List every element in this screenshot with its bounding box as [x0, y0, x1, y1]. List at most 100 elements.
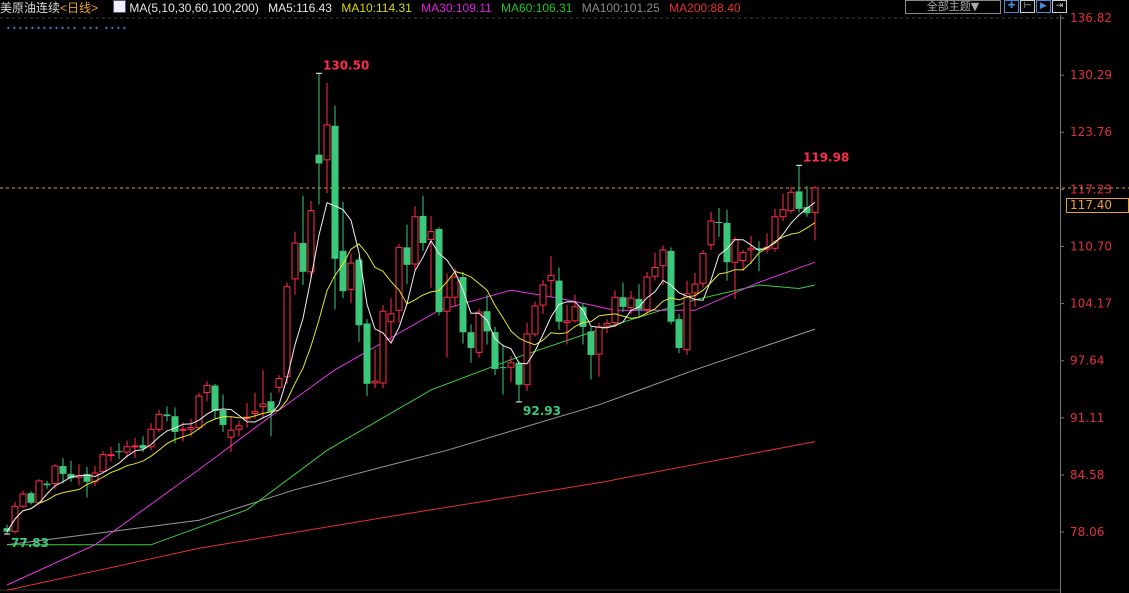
- candle-body-up: [187, 427, 195, 430]
- ma5-line: [6, 201, 816, 532]
- candle-body-up: [307, 210, 315, 273]
- ma10-value: MA10:114.31: [341, 1, 412, 15]
- candle-body-down: [515, 362, 523, 385]
- candle-body-up: [771, 216, 779, 249]
- candle-body-down: [491, 332, 499, 369]
- y-tick-label: 78.06: [1070, 525, 1104, 539]
- y-tick-label: 104.17: [1070, 297, 1112, 311]
- candle-body-up: [451, 276, 459, 298]
- candle-body-down: [219, 410, 227, 425]
- exit-icon[interactable]: ⇥: [1052, 0, 1067, 13]
- ma200-value: MA200:88.40: [669, 1, 741, 15]
- y-tick-label: 91.11: [1070, 411, 1104, 425]
- candle-body-down: [27, 493, 35, 503]
- candle-body-up: [643, 276, 651, 310]
- ma60-line: [7, 284, 816, 546]
- candle-body-up: [739, 252, 747, 261]
- candle-body-down: [115, 451, 123, 453]
- candle-body-up: [147, 428, 155, 448]
- ma-params[interactable]: MA(5,10,30,60,100,200): [129, 1, 259, 15]
- ma100-line: [6, 328, 816, 546]
- candle-body-down: [3, 528, 11, 532]
- ma200-line: [6, 441, 816, 591]
- candle-body-up: [107, 454, 115, 457]
- y-tick-label: 84.58: [1070, 468, 1104, 482]
- candle-body-up: [291, 242, 299, 280]
- candle-body-down: [355, 259, 363, 326]
- candle-body-down: [715, 221, 723, 223]
- candle-body-up: [155, 413, 163, 430]
- candle-body-up: [659, 249, 667, 267]
- candle-body-down: [667, 250, 675, 322]
- ma5-value: MA5:116.43: [268, 1, 332, 15]
- candle-body-down: [803, 207, 811, 214]
- candle-body-down: [435, 228, 443, 313]
- candle-body-down: [467, 332, 475, 348]
- candle-body-up: [347, 262, 355, 290]
- play-icon[interactable]: ▶: [1036, 0, 1051, 13]
- candle-body-up: [283, 286, 291, 378]
- candle-body-up: [427, 231, 435, 240]
- candle-body-down: [723, 222, 731, 263]
- period-label[interactable]: <日线>: [60, 1, 99, 15]
- candle-body-down: [67, 473, 75, 479]
- candle-body-down: [171, 416, 179, 432]
- candle-body-up: [123, 446, 131, 453]
- candle-body-up: [235, 425, 243, 430]
- candle-body-down: [267, 401, 275, 412]
- candle-body-up: [531, 305, 539, 335]
- candle-body-down: [83, 473, 91, 482]
- candle-body-down: [43, 483, 51, 486]
- ma60-value: MA60:106.31: [501, 1, 573, 15]
- candle-body-down: [139, 445, 147, 449]
- y-tick-label: 130.29: [1070, 68, 1112, 82]
- ma10-line: [6, 222, 816, 532]
- interval-icon[interactable]: ⊢: [1020, 0, 1035, 13]
- y-tick-label: 117.23: [1070, 182, 1112, 196]
- candle-body-down: [555, 280, 563, 322]
- candle-body-up: [507, 362, 515, 368]
- low-price-label: 92.93: [523, 404, 561, 418]
- candle-body-up: [259, 403, 267, 408]
- candle-body-up: [203, 385, 211, 394]
- candle-body-up: [627, 297, 635, 309]
- candle-body-up: [811, 187, 819, 213]
- candle-body-up: [691, 283, 699, 294]
- candle-body-up: [251, 411, 259, 415]
- candle-body-down: [315, 154, 323, 164]
- candle-body-down: [755, 248, 763, 250]
- candle-body-up: [651, 266, 659, 277]
- low-price-label: 77.83: [11, 536, 49, 550]
- progress-dots: •••••••••••• ••• ••••: [6, 24, 129, 33]
- candle-body-up: [547, 274, 555, 282]
- candle-body-down: [211, 385, 219, 411]
- candle-body-up: [539, 284, 547, 306]
- candle-body-up: [379, 310, 387, 384]
- candle-body-up: [275, 378, 283, 388]
- indicator-icon[interactable]: [113, 0, 127, 13]
- y-tick-label: 97.64: [1070, 354, 1104, 368]
- candle-body-down: [163, 414, 171, 417]
- candle-body-up: [747, 247, 755, 251]
- candle-body-up: [595, 326, 603, 355]
- candle-body-down: [459, 277, 467, 333]
- y-tick-label: 123.76: [1070, 125, 1112, 139]
- ma100-value: MA100:101.25: [581, 1, 660, 15]
- theme-dropdown[interactable]: 全部主题▼: [905, 0, 1001, 14]
- candle-body-up: [91, 472, 99, 483]
- y-tick-label: 110.70: [1070, 239, 1112, 253]
- crosshair-icon[interactable]: ✚: [1004, 0, 1019, 13]
- candle-body-up: [603, 322, 611, 327]
- candle-body-down: [635, 298, 643, 310]
- candle-body-up: [571, 306, 579, 322]
- candle-body-up: [683, 293, 691, 351]
- candle-body-up: [35, 480, 43, 504]
- candle-body-up: [779, 209, 787, 218]
- candle-body-down: [619, 297, 627, 307]
- high-price-label: 119.98: [803, 150, 849, 164]
- candle-body-up: [51, 465, 59, 485]
- candle-body-up: [179, 428, 187, 431]
- candle-body-down: [499, 367, 507, 369]
- high-price-label: 130.50: [323, 58, 369, 72]
